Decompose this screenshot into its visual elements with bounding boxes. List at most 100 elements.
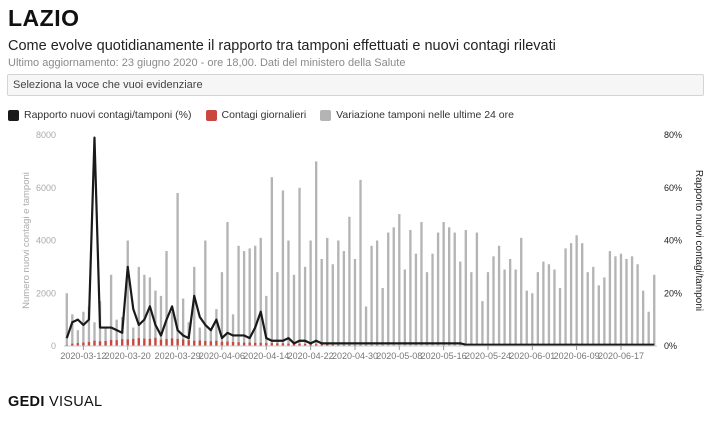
- y-right-axis-title: Rapporto nuovi contagi/tamponi: [693, 170, 704, 311]
- tamponi-bar: [170, 311, 174, 346]
- ratio-line: [65, 136, 655, 346]
- tamponi-bar: [503, 269, 506, 346]
- contagi-bar: [303, 344, 307, 346]
- legend-item-tamponi[interactable]: Variazione tamponi nelle ultime 24 ore: [320, 109, 514, 121]
- tamponi-bar: [603, 277, 606, 346]
- tamponi-bar: [425, 272, 429, 346]
- tamponi-bar: [492, 256, 495, 346]
- tamponi-bar: [508, 258, 512, 346]
- contagi-bar: [242, 342, 246, 346]
- tamponi-bar: [198, 327, 201, 346]
- contagi-bar: [170, 338, 174, 346]
- x-tick-label: 2020-05-08: [376, 351, 422, 361]
- tamponi-bar: [342, 251, 346, 346]
- y-left-tick-label: 0: [51, 341, 56, 351]
- tamponi-bar: [536, 272, 540, 346]
- brand-logo: GEDI VISUAL: [8, 394, 102, 410]
- contagi-bar: [309, 344, 312, 346]
- tamponi-bar: [348, 216, 351, 346]
- tamponi-bar: [220, 272, 224, 346]
- contagi-bar: [143, 338, 146, 346]
- x-tick-label: 2020-05-24: [465, 351, 511, 361]
- tamponi-bar: [553, 269, 556, 346]
- contagi-bar: [176, 338, 179, 346]
- brand-light: VISUAL: [44, 394, 103, 410]
- tamponi-bar: [381, 287, 384, 346]
- tamponi-bar: [653, 274, 656, 346]
- tamponi-bar: [475, 232, 479, 346]
- contagi-bar: [292, 343, 296, 346]
- contagi-bar: [126, 339, 129, 346]
- tamponi-bar: [270, 177, 273, 346]
- tamponi-bar: [431, 253, 434, 346]
- contagi-bar: [337, 344, 340, 346]
- tamponi-bar: [531, 293, 534, 346]
- legend-label-ratio: Rapporto nuovi contagi/tamponi (%): [24, 109, 192, 121]
- contagi-bar: [65, 344, 68, 346]
- y-right-tick-label: 20%: [664, 288, 682, 298]
- contagi-bar: [331, 344, 334, 346]
- tamponi-bar: [547, 264, 551, 346]
- tamponi-bar: [647, 311, 650, 346]
- legend-swatch-tamponi: [320, 109, 332, 121]
- tamponi-bar: [82, 311, 85, 346]
- contagi-bar: [315, 344, 318, 346]
- contagi-bar: [220, 341, 224, 346]
- highlight-series-select[interactable]: Seleziona la voce che vuoi evidenziare: [7, 74, 704, 96]
- x-tick-label: 2020-03-29: [155, 351, 201, 361]
- contagi-bar: [159, 339, 163, 346]
- contagi-bar: [215, 340, 218, 346]
- tamponi-bar: [143, 274, 146, 346]
- tamponi-bar: [520, 237, 523, 346]
- tamponi-bar: [248, 248, 251, 346]
- tamponi-bar: [298, 187, 301, 346]
- x-tick-label: 2020-04-30: [332, 351, 378, 361]
- tamponi-bar: [436, 232, 440, 346]
- tamponi-bar: [525, 290, 528, 346]
- tamponi-bar: [442, 222, 445, 346]
- contagi-bar: [93, 340, 96, 346]
- tamponi-bar: [65, 293, 68, 346]
- tamponi-bar: [309, 240, 312, 346]
- tamponi-bar: [265, 295, 268, 346]
- tamponi-bar: [193, 266, 196, 347]
- contagi-bar: [132, 338, 135, 346]
- tamponi-bar: [115, 319, 118, 347]
- tamponi-bar: [403, 269, 406, 346]
- contagi-bar: [204, 340, 207, 346]
- tamponi-bar: [597, 285, 600, 346]
- tamponi-bar: [387, 232, 390, 346]
- tamponi-bar: [209, 330, 213, 346]
- chart-legend: Rapporto nuovi contagi/tamponi (%) Conta…: [8, 108, 528, 122]
- tamponi-bar: [204, 240, 207, 346]
- tamponi-bar: [459, 261, 462, 346]
- brand-strong: GEDI: [8, 394, 45, 410]
- contagi-bar: [298, 343, 301, 346]
- tamponi-bar: [359, 179, 362, 346]
- legend-item-ratio[interactable]: Rapporto nuovi contagi/tamponi (%): [8, 109, 192, 121]
- contagi-bar: [276, 343, 279, 346]
- contagi-bar: [154, 337, 157, 346]
- legend-item-contagi[interactable]: Contagi giornalieri: [205, 109, 306, 121]
- tamponi-bar: [76, 330, 80, 346]
- tamponi-bar: [326, 237, 329, 346]
- tamponi-bar: [420, 222, 423, 346]
- contagi-bar: [287, 343, 290, 346]
- contagi-bar: [348, 344, 351, 346]
- legend-label-tamponi: Variazione tamponi nelle ultime 24 ore: [336, 109, 514, 121]
- y-right-tick-label: 60%: [664, 183, 682, 193]
- tamponi-bar: [281, 190, 285, 346]
- tamponi-bar: [93, 322, 96, 346]
- tamponi-bar: [619, 253, 623, 346]
- contagi-bar: [193, 340, 196, 346]
- tamponi-bar: [558, 287, 562, 346]
- tamponi-bar: [353, 258, 357, 346]
- tamponi-bar: [242, 251, 246, 346]
- contagi-bar: [270, 343, 273, 346]
- tamponi-bar: [581, 243, 584, 346]
- tamponi-bar: [165, 251, 168, 346]
- tamponi-bar: [641, 290, 645, 346]
- tamponi-bar: [104, 327, 107, 346]
- contagi-bar: [254, 342, 257, 346]
- contagi-bar: [181, 339, 185, 346]
